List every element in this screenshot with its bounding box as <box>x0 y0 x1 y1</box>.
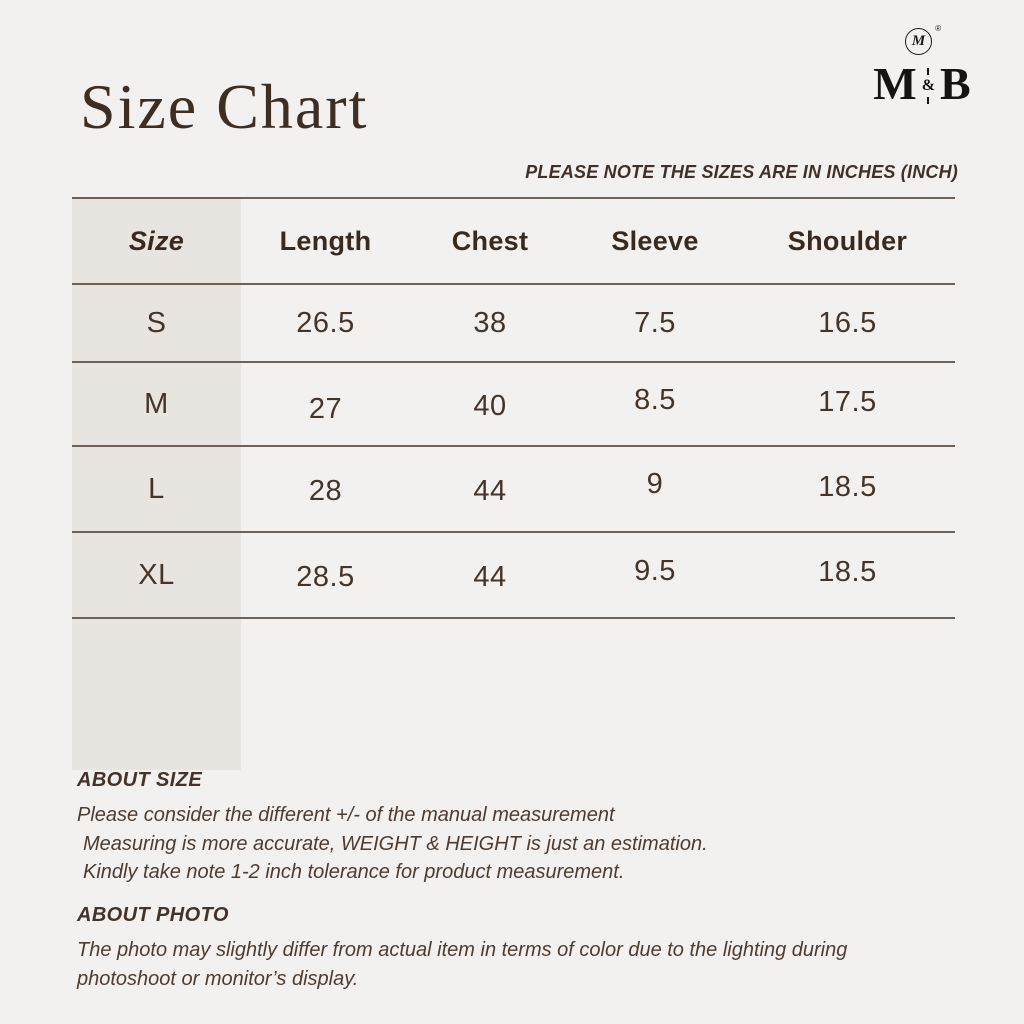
about-photo-heading: ABOUT PHOTO <box>77 904 229 926</box>
logo-letter-m: M <box>873 58 917 109</box>
chest-cell: 44 <box>473 560 507 593</box>
size-cell: M <box>144 387 169 420</box>
about-size-line: Please consider the different +/- of the… <box>77 804 615 826</box>
size-cell: S <box>146 306 167 339</box>
table-row-l: L 28 44 9 18.5 <box>72 447 955 533</box>
column-header-size: Size <box>128 225 185 256</box>
table-row-xl: XL 28.5 44 9.5 18.5 <box>72 533 955 619</box>
logo-wordmark: M & B <box>855 61 989 107</box>
shoulder-cell: 18.5 <box>818 470 877 503</box>
logo-monogram: M <box>911 33 926 49</box>
size-cell: XL <box>138 558 175 591</box>
logo-dash-top <box>927 68 930 75</box>
sleeve-cell: 7.5 <box>634 306 676 339</box>
units-note: PLEASE NOTE THE SIZES ARE IN INCHES (INC… <box>525 162 958 182</box>
table-row-s: S 26.5 38 7.5 16.5 <box>72 285 955 363</box>
length-cell: 28.5 <box>296 560 355 593</box>
about-size-text: Please consider the different +/- of the… <box>77 801 708 887</box>
size-cell: L <box>148 472 165 505</box>
chest-cell: 38 <box>473 306 507 339</box>
logo-monogram-circle-icon: M <box>905 28 932 55</box>
chest-cell: 40 <box>473 389 507 422</box>
table-header-row: Size Length Chest Sleeve Shoulder <box>72 199 955 285</box>
sleeve-cell: 9.5 <box>634 554 676 587</box>
shoulder-cell: 16.5 <box>818 306 877 339</box>
column-header-chest: Chest <box>451 225 529 256</box>
logo-dash-bottom <box>927 97 930 104</box>
about-photo-line: photoshoot or monitor’s display. <box>77 967 359 990</box>
length-cell: 27 <box>308 392 343 425</box>
about-photo-text: The photo may slightly differ from actua… <box>77 936 847 993</box>
length-cell: 28 <box>308 474 343 507</box>
logo-ampersand: & <box>921 77 936 94</box>
length-cell: 26.5 <box>296 306 355 339</box>
size-table: Size Length Chest Sleeve Shoulder S 26.5… <box>72 197 955 619</box>
size-column-background <box>72 199 241 770</box>
brand-logo: M ® M & B <box>855 24 989 107</box>
sleeve-cell: 8.5 <box>634 383 676 416</box>
about-size-line: Measuring is more accurate, WEIGHT & HEI… <box>83 832 708 855</box>
sleeve-cell: 9 <box>646 467 664 500</box>
about-size-heading: ABOUT SIZE <box>77 769 203 791</box>
about-photo-line: The photo may slightly differ from actua… <box>77 939 848 961</box>
shoulder-cell: 17.5 <box>818 385 877 418</box>
column-header-sleeve: Sleeve <box>611 225 699 256</box>
logo-ampersand-column: & <box>922 64 935 104</box>
logo-emblem: M ® <box>905 24 941 58</box>
chest-cell: 44 <box>473 474 507 507</box>
table-row-m: M 27 40 8.5 17.5 <box>72 363 955 447</box>
column-header-length: Length <box>279 225 372 256</box>
registered-trademark-icon: ® <box>935 24 941 33</box>
about-size-line: Kindly take note 1-2 inch tolerance for … <box>83 861 625 883</box>
logo-letter-b: B <box>940 58 971 109</box>
shoulder-cell: 18.5 <box>818 555 877 588</box>
column-header-shoulder: Shoulder <box>787 225 908 256</box>
page-title: Size Chart <box>80 71 369 142</box>
